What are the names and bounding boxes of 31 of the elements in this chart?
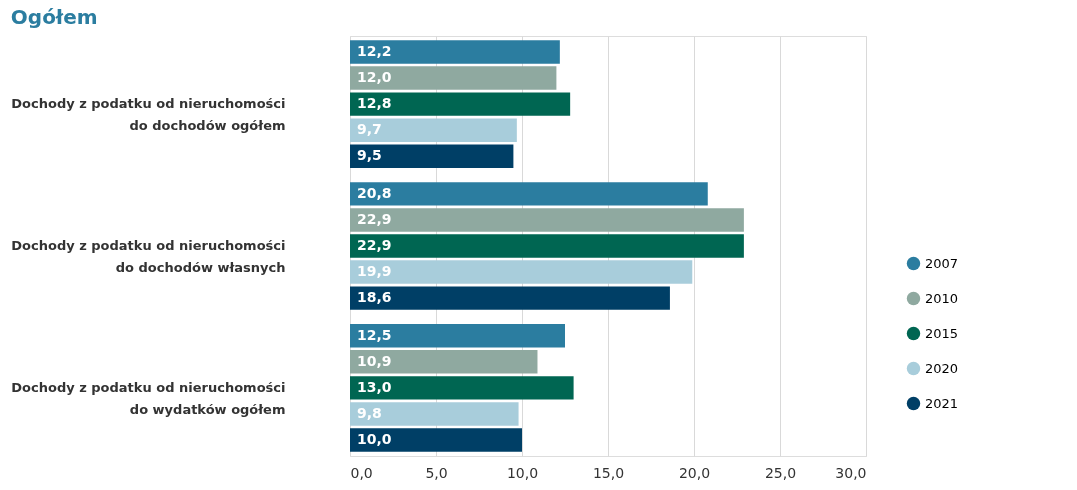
data-label: 10,0 [357, 431, 392, 448]
data-label: 22,9 [357, 210, 392, 227]
x-tick-label: 30,0 [835, 464, 867, 481]
data-label: 12,2 [357, 42, 392, 59]
data-label: 12,8 [357, 95, 392, 112]
x-tick-label: 5,0 [425, 464, 448, 481]
x-tick-label: 15,0 [592, 464, 625, 481]
legend-label: 2021 [925, 395, 959, 411]
x-tick-label: 20,0 [678, 464, 711, 481]
data-label: 19,9 [357, 263, 392, 280]
y-tick-label: Dochody z podatku od nieruchomości do dochodów ogółem [11, 96, 286, 134]
legend-label: 2020 [925, 360, 959, 376]
y-tick-label: Dochody z podatku od nieruchomości do dochodów własnych [11, 238, 286, 275]
data-label: 9,7 [357, 121, 382, 138]
data-label: 22,9 [357, 237, 392, 253]
text: Ogółem [10, 5, 98, 29]
data-label: 20,8 [357, 184, 392, 201]
x-tick-label: 10,0 [506, 464, 539, 481]
data-label: 13,0 [357, 378, 392, 395]
x-tick-label: 25,0 [764, 464, 797, 481]
data-label: 12,5 [357, 326, 392, 343]
data-label: 9,8 [357, 404, 382, 421]
legend-label: 2007 [925, 255, 959, 271]
y-tick-label: Dochody z podatku od nieruchomości do wydatków ogółem [11, 379, 286, 417]
data-label: 12,0 [357, 69, 392, 86]
legend-label: 2015 [925, 325, 959, 341]
legend-label: 2010 [925, 290, 959, 306]
data-label: 9,5 [357, 147, 382, 164]
data-label: 10,9 [357, 352, 392, 369]
data-label: 18,6 [357, 289, 392, 306]
x-tick-label: 0,0 [350, 464, 373, 481]
